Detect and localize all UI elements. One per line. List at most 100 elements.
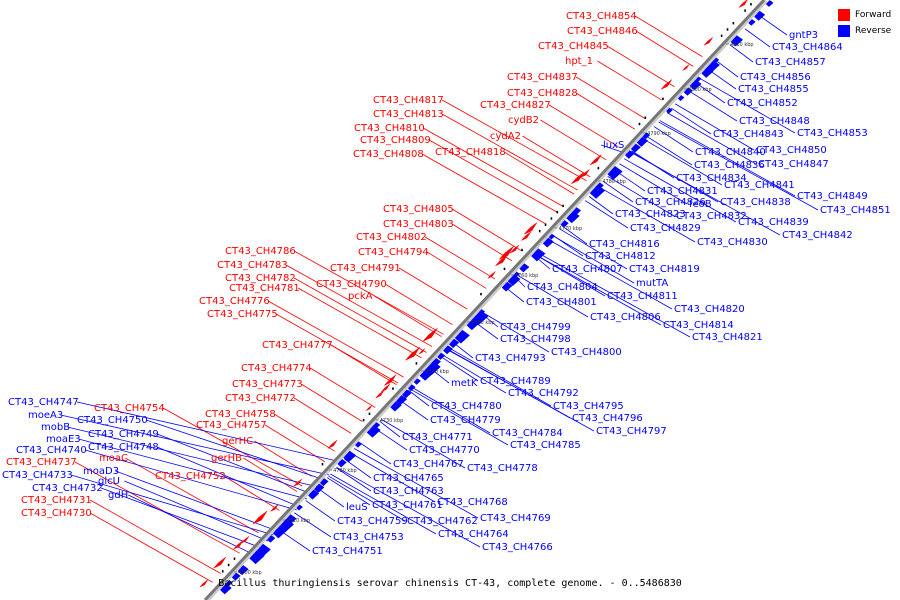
reverse-gene-label: CT43_CH4759 <box>337 516 408 527</box>
small-feature <box>744 9 746 12</box>
reverse-leader <box>381 418 466 469</box>
forward-gene <box>660 79 672 90</box>
reverse-gene <box>296 504 303 511</box>
reverse-gene <box>501 281 513 292</box>
reverse-leader <box>145 419 325 481</box>
reverse-gene <box>695 76 702 83</box>
reverse-gene-label: CT43_CH4771 <box>402 432 473 443</box>
forward-gene-label: CT43_CH4737 <box>6 457 77 468</box>
forward-gene-label: CT43_CH4818 <box>435 147 506 158</box>
reverse-gene-label: CT43_CH4849 <box>797 191 868 202</box>
small-feature <box>726 28 729 31</box>
forward-gene-label: cydA2 <box>490 131 521 142</box>
reverse-gene <box>595 182 604 190</box>
forward-gene <box>384 374 397 386</box>
forward-gene <box>241 536 250 544</box>
reverse-leader <box>328 475 406 522</box>
reverse-gene-label: CT43_CH4848 <box>739 116 810 127</box>
small-feature <box>556 211 559 214</box>
coordinate-ticks: 4700 kbp 4710 kbp 4720 kbp 4730 kbp 4740 kbp… <box>234 42 754 576</box>
reverse-leader <box>330 473 437 535</box>
forward-gene-label: CT43_CH4828 <box>507 88 578 99</box>
reverse-leader <box>561 225 588 245</box>
reverse-leader <box>60 414 330 476</box>
reverse-leader <box>115 470 278 532</box>
reverse-leader <box>671 107 712 135</box>
reverse-gene <box>308 489 320 500</box>
forward-gene-label: cydB2 <box>508 115 539 126</box>
forward-leader <box>424 236 496 280</box>
reverse-gene-label: CT43_CH4826 <box>635 197 706 208</box>
reverse-leader <box>128 494 256 556</box>
small-feature <box>392 387 394 390</box>
reverse-gene-label: CT43_CH4855 <box>738 84 809 95</box>
reverse-leader <box>534 254 606 297</box>
reverse-gene-label: CT43_CH4812 <box>585 251 656 262</box>
reverse-leader <box>481 311 550 353</box>
forward-leader <box>451 223 513 262</box>
reverse-leader <box>335 467 372 492</box>
forward-leader <box>330 344 397 386</box>
reverse-gene <box>689 79 702 91</box>
reverse-leader <box>623 158 737 223</box>
forward-gene <box>521 231 532 241</box>
forward-gene <box>703 37 713 46</box>
forward-gene-label: CT43_CH4775 <box>207 309 278 320</box>
forward-gene-label: CT43_CH4782 <box>225 273 296 284</box>
forward-gene-label: CT43_CH4837 <box>507 72 578 83</box>
reverse-gene <box>630 143 641 153</box>
forward-gene <box>571 172 585 185</box>
small-feature <box>644 116 647 119</box>
forward-gene-label: CT43_CH4802 <box>356 232 427 243</box>
tick-label: 4800 kbp <box>688 87 712 93</box>
legend-forward: Forward <box>838 8 891 22</box>
forward-leader <box>374 295 442 337</box>
reverse-leader <box>156 446 300 508</box>
reverse-gene-label: mobB <box>41 422 70 433</box>
reverse-gene <box>396 394 408 406</box>
forward-leader <box>254 440 312 477</box>
reverse-gene-label: feoB <box>689 199 712 210</box>
small-feature <box>544 223 547 226</box>
reverse-gene <box>454 329 470 344</box>
reverse-leader <box>659 120 796 197</box>
reverse-leader <box>84 449 297 511</box>
reverse-gene-label: CT43_CH4762 <box>407 516 478 527</box>
reverse-gene-label: CT43_CH4763 <box>373 486 444 497</box>
reverse-gene-label: CT43_CH4800 <box>551 347 622 358</box>
reverse-leader <box>666 112 757 165</box>
forward-gene-label: CT43_CH4777 <box>262 340 333 351</box>
forward-gene-label: CT43_CH4790 <box>316 279 387 290</box>
reverse-gene-label: metK <box>451 378 478 389</box>
reverse-leader <box>77 401 342 463</box>
reverse-gene <box>748 19 756 26</box>
reverse-leader <box>552 235 635 284</box>
forward-gene <box>375 390 385 399</box>
reverse-gene <box>313 483 325 494</box>
reverse-leader <box>124 480 269 542</box>
reverse-gene-label: CT43_CH4819 <box>629 264 700 275</box>
tick-label: 4770 kbp <box>559 226 583 232</box>
reverse-gene-label: CT43_CH4839 <box>738 217 809 228</box>
reverse-gene-label: CT43_CH4761 <box>372 500 443 511</box>
forward-gene-label: CT43_CH4854 <box>566 11 637 22</box>
reverse-leader <box>619 163 688 205</box>
forward-gene <box>422 328 438 342</box>
reverse-gene-label: CT43_CH4821 <box>692 332 763 343</box>
reverse-gene <box>478 309 486 316</box>
small-feature <box>597 166 600 170</box>
reverse-gene-label: CT43_CH4799 <box>500 322 571 333</box>
reverse-gene-label: CT43_CH4811 <box>607 291 678 302</box>
forward-leader <box>597 60 662 101</box>
reverse-gene-label: CT43_CH4749 <box>88 429 159 440</box>
reverse-leader <box>70 474 274 536</box>
reverse-gene <box>636 136 649 147</box>
reverse-leader <box>744 28 771 48</box>
reverse-leader <box>715 59 739 78</box>
forward-gene-label: gerHC <box>222 436 253 447</box>
tick-label: 4700 kbp <box>238 570 262 576</box>
reverse-gene-label: CT43_CH4747 <box>8 397 79 408</box>
reverse-gene-label: CT43_CH4784 <box>492 428 563 439</box>
forward-gene <box>738 0 748 8</box>
forward-gene-label: hpt_1 <box>565 56 593 67</box>
